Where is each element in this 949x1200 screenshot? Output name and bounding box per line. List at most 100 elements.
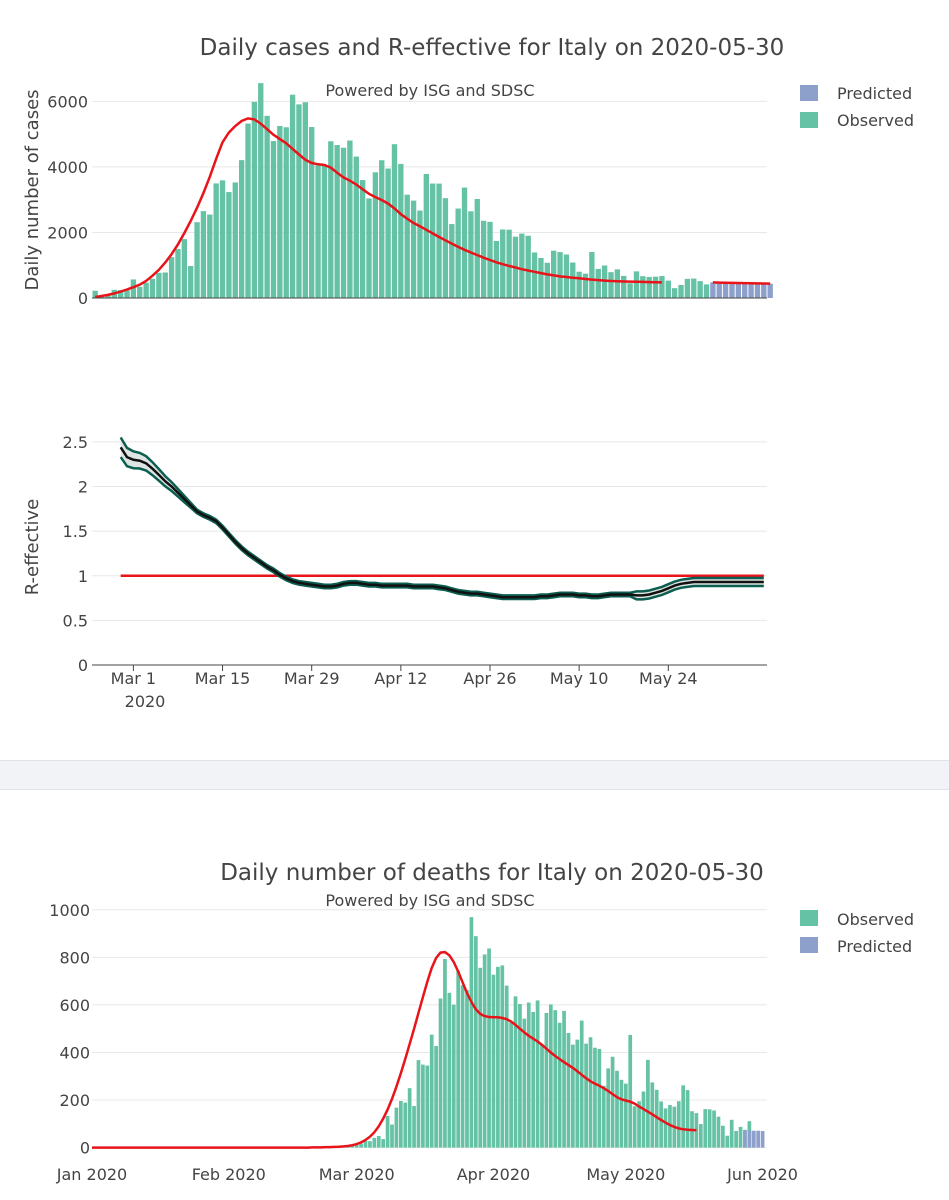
cases-observed-bar [417, 210, 423, 298]
cases-observed-bar [328, 141, 334, 298]
deaths-observed-bar [482, 954, 487, 1148]
deaths-observed-bar [491, 974, 496, 1148]
cases-observed-bar [105, 295, 111, 298]
cases-observed-bar [557, 252, 563, 298]
cases-observed-bar [296, 104, 302, 299]
cases-r-panel: Daily cases and R-effective for Italy on… [22, 35, 914, 711]
deaths-x-tick-label: May 2020 [586, 1165, 665, 1184]
deaths-observed-bar [513, 996, 518, 1148]
cases-observed-bar [270, 141, 277, 298]
cases-observed-bar [200, 211, 207, 298]
deaths-observed-bar [531, 1012, 536, 1148]
cases-observed-bar [92, 290, 98, 298]
cases-observed-bar [162, 272, 168, 298]
cases-observed-bar [353, 156, 359, 298]
cases-observed-bar [207, 214, 213, 298]
cases-observed-bar [245, 123, 251, 298]
deaths-y-tick-label: 600 [59, 996, 90, 1015]
cases-observed-bar [219, 180, 226, 298]
cases-observed-bar [506, 229, 512, 298]
deaths-observed-bar [716, 1116, 721, 1148]
deaths-observed-bar [566, 1032, 571, 1148]
cases-observed-bar [640, 276, 646, 298]
deaths-observed-bar [623, 1083, 628, 1148]
deaths-figure: Daily number of deaths for Italy on 2020… [49, 860, 914, 1184]
reff-x-tick-label: Mar 29 [284, 669, 340, 688]
deaths-observed-bar [451, 1004, 456, 1148]
cases-observed-bar [379, 160, 385, 298]
deaths-observed-bar [522, 1018, 527, 1148]
legend-predicted-label[interactable]: Predicted [837, 84, 912, 103]
cases-observed-bar [391, 144, 398, 298]
cases-bars [92, 83, 710, 299]
cases-observed-bar [149, 278, 156, 298]
cases-predicted-bar [767, 283, 773, 298]
reff-y-axis-label: R-effective [22, 499, 43, 596]
deaths-observed-bar [526, 1002, 531, 1148]
cases-y-tick-label: 4000 [47, 158, 88, 177]
cases-observed-bar [525, 235, 531, 298]
cases-observed-bar [544, 262, 550, 298]
deaths-observed-bar [368, 1141, 372, 1148]
cases-observed-bar [385, 168, 391, 298]
cases-observed-bar [277, 125, 283, 298]
legend-predicted-swatch[interactable] [800, 937, 818, 953]
cases-y-tick-label: 2000 [47, 223, 88, 242]
cases-observed-bar [671, 288, 678, 298]
legend-predicted-swatch[interactable] [800, 85, 818, 101]
reff-x-year-label: 2020 [125, 692, 166, 711]
deaths-observed-bar [619, 1079, 624, 1148]
cases-observed-bar [232, 182, 238, 298]
deaths-observed-bar [487, 948, 491, 1148]
cases-observed-bar [665, 280, 671, 298]
legend-observed-swatch[interactable] [800, 910, 818, 926]
panel-separator [0, 760, 949, 790]
cases-observed-bar [582, 273, 589, 298]
deaths-observed-bar [663, 1108, 668, 1148]
deaths-observed-bar [654, 1089, 659, 1148]
cases-observed-bar [117, 290, 124, 298]
deaths-observed-bar [359, 1143, 363, 1148]
cases-predicted-bar [735, 283, 742, 298]
deaths-y-tick-label: 800 [59, 948, 90, 967]
deaths-observed-bar [597, 1048, 602, 1148]
deaths-observed-bar [712, 1110, 716, 1148]
cases-observed-bar [404, 194, 410, 298]
cases-observed-bar [238, 160, 245, 298]
deaths-observed-bar [579, 1020, 584, 1148]
deaths-observed-bar [721, 1125, 725, 1148]
deaths-observed-bar [703, 1109, 708, 1148]
cases-observed-bar [410, 200, 417, 298]
legend-predicted-label[interactable]: Predicted [837, 937, 912, 956]
reff-y-tick-label: 0 [78, 656, 88, 675]
cases-observed-bar [366, 198, 372, 298]
legend-observed-swatch[interactable] [800, 112, 818, 128]
deaths-observed-bar [593, 1047, 597, 1148]
legend-observed-label[interactable]: Observed [837, 111, 914, 130]
cases-observed-bar [595, 268, 601, 298]
cases-predicted-bar [710, 282, 716, 298]
cases-y-ticks: 0 2000 4000 6000 [47, 92, 88, 308]
deaths-predicted-bar [751, 1130, 756, 1148]
reff-y-tick-label: 0.5 [63, 611, 88, 630]
deaths-legend[interactable]: Observed Predicted [800, 910, 914, 956]
cases-observed-bar [697, 281, 703, 298]
legend-observed-label[interactable]: Observed [837, 910, 914, 929]
cases-predicted-bar [722, 282, 729, 298]
deaths-observed-bar [575, 1039, 580, 1148]
deaths-observed-bar [557, 1022, 562, 1148]
reff-x-tick-label: May 24 [639, 669, 698, 688]
cases-observed-bar [398, 163, 404, 298]
cases-observed-bar [684, 278, 691, 298]
deaths-observed-bar [540, 1045, 544, 1148]
reff-y-tick-label: 1 [78, 567, 88, 586]
cases-predicted-bar [716, 282, 722, 298]
deaths-chart-subtitle: Powered by ISG and SDSC [325, 891, 534, 910]
cases-observed-bar [168, 257, 175, 298]
deaths-observed-bar [588, 1037, 593, 1148]
cases-observed-bar [652, 276, 659, 298]
cases-legend[interactable]: Predicted Observed [800, 84, 914, 130]
reff-x-ticks: Mar 1 Mar 15 Mar 29 Apr 12 Apr 26 May 10 May 2… [111, 665, 698, 688]
cases-observed-bar [455, 208, 461, 298]
cases-observed-bar [493, 241, 500, 298]
